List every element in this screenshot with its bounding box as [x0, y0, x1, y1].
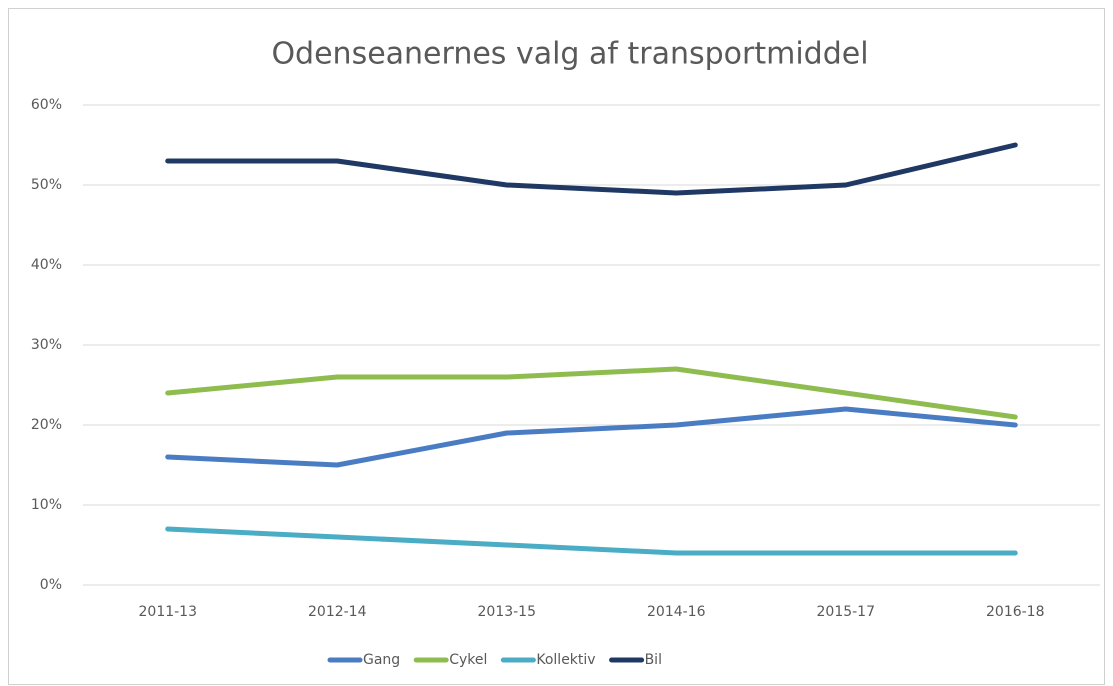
- y-tick-label: 10%: [31, 497, 62, 513]
- chart-border: [8, 8, 1105, 685]
- chart-title: Odenseanernes valg af transportmiddel: [271, 37, 868, 72]
- x-tick-label: 2016-18: [986, 604, 1045, 620]
- line-series: [165, 366, 1018, 420]
- legend-label: Cykel: [449, 652, 487, 668]
- y-tick-label: 60%: [31, 97, 62, 113]
- line-series: [165, 406, 1018, 468]
- legend-label: Kollektiv: [536, 652, 595, 668]
- y-tick-label: 50%: [31, 177, 62, 193]
- y-tick-label: 0%: [40, 577, 62, 593]
- y-tick-label: 30%: [31, 337, 62, 353]
- x-tick-label: 2011-13: [139, 604, 198, 620]
- x-tick-label: 2012-14: [308, 604, 367, 620]
- y-tick-label: 40%: [31, 257, 62, 273]
- legend-label: Gang: [363, 652, 400, 668]
- x-tick-label: 2014-16: [647, 604, 706, 620]
- legend-label: Bil: [645, 652, 662, 668]
- y-tick-label: 20%: [31, 417, 62, 433]
- line-series: [165, 142, 1018, 196]
- x-tick-label: 2013-15: [478, 604, 537, 620]
- line-series: [165, 526, 1018, 556]
- x-tick-label: 2015-17: [817, 604, 876, 620]
